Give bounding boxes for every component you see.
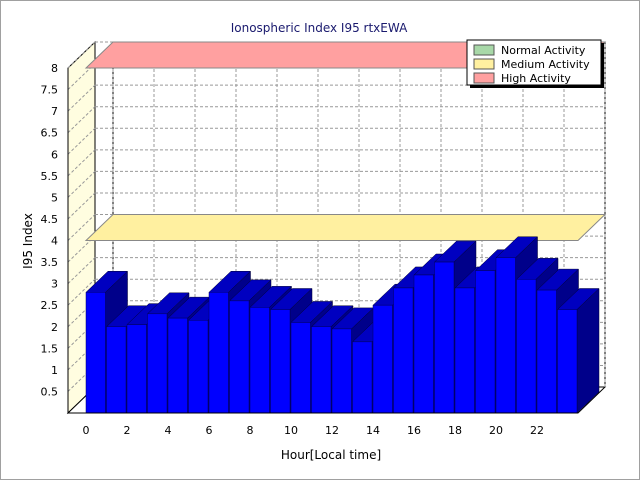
- y-tick-label: 7.5: [41, 84, 59, 97]
- x-tick-label: 4: [165, 424, 172, 437]
- y-tick-label: 3.5: [41, 256, 59, 269]
- y-tick-label: 4: [51, 235, 58, 248]
- bar-front: [393, 287, 414, 414]
- y-tick-label: 8: [51, 62, 58, 75]
- legend-label: Normal Activity: [501, 44, 586, 57]
- bar-side: [576, 287, 600, 414]
- y-tick-label: 4.5: [41, 213, 59, 226]
- y-tick-label: 6: [51, 148, 58, 161]
- legend-label: Medium Activity: [501, 58, 590, 71]
- x-axis-label: Hour[Local time]: [281, 448, 381, 462]
- grid-line-side: [67, 84, 96, 112]
- x-tick-label: 16: [407, 424, 421, 437]
- bar-front: [126, 324, 147, 414]
- bar-front: [557, 309, 578, 414]
- grid-line-side: [67, 214, 96, 241]
- bar-front: [372, 304, 393, 414]
- y-tick-label: 6.5: [41, 127, 59, 140]
- bar-front: [208, 292, 229, 414]
- bar-front: [331, 328, 352, 414]
- bar-front: [188, 320, 209, 414]
- x-tick-label: 2: [124, 424, 131, 437]
- y-tick-label: 1: [51, 364, 58, 377]
- bar-front: [352, 341, 373, 414]
- bar-front: [147, 313, 168, 414]
- axes: [67, 68, 578, 414]
- bar-front: [270, 309, 291, 414]
- bar: [556, 287, 600, 414]
- x-tick-label: 0: [83, 424, 90, 437]
- grid-line-side: [67, 171, 96, 198]
- grid-line-side: [67, 257, 96, 284]
- y-tick-label: 7: [51, 105, 58, 118]
- bar-front: [475, 270, 496, 414]
- grid-line-side: [67, 106, 96, 134]
- band-medium-activity: [84, 214, 607, 241]
- bar-front: [413, 274, 434, 414]
- y-axis-label: I95 Index: [21, 213, 35, 269]
- x-tick-label: 12: [325, 424, 339, 437]
- legend-swatch: [473, 72, 495, 84]
- y-tick-label: 0.5: [41, 385, 59, 398]
- x-tick-label: 20: [489, 424, 503, 437]
- y-tick-label: 5: [51, 191, 58, 204]
- grid-line-side: [67, 149, 96, 177]
- bar-front: [106, 326, 127, 414]
- bar-front: [249, 307, 270, 414]
- grid-line-side: [67, 41, 96, 69]
- legend-label: High Activity: [501, 72, 571, 85]
- legend-swatch: [473, 58, 495, 70]
- x-tick-label: 6: [206, 424, 213, 437]
- x-tick-label: 18: [448, 424, 462, 437]
- bar-front: [167, 317, 188, 414]
- y-tick-label: 2: [51, 321, 58, 334]
- y-tick-label: 5.5: [41, 170, 59, 183]
- y-tick-label: 1.5: [41, 342, 59, 355]
- bar-front: [290, 322, 311, 414]
- y-tick-label: 3: [51, 278, 58, 291]
- x-tick-label: 14: [366, 424, 380, 437]
- bar-front: [495, 257, 516, 414]
- grid-line-side: [67, 127, 96, 155]
- bar-front: [229, 300, 250, 414]
- chart-title: Ionospheric Index I95 rtxEWA: [231, 21, 408, 35]
- x-tick-label: 22: [530, 424, 544, 437]
- x-tick-label: 8: [247, 424, 254, 437]
- bar-front: [85, 292, 106, 414]
- bar-front: [434, 261, 455, 414]
- y-tick-label: 2.5: [41, 299, 59, 312]
- grid-line-side: [67, 278, 96, 306]
- bar-front: [311, 326, 332, 414]
- tick-labels: 0.5 1 1.5 2 2.5 3 3.5 4 4.5 5 5.5 6 6.5 7 7.5 8 0 2 4 6 8 10 1…: [41, 62, 545, 437]
- legend-swatch: [473, 44, 495, 56]
- x-tick-label: 10: [284, 424, 298, 437]
- bar-front: [454, 287, 475, 414]
- grid-line-side: [67, 192, 96, 220]
- bar-front: [536, 289, 557, 414]
- bars: [85, 236, 600, 414]
- bar-front: [516, 279, 537, 414]
